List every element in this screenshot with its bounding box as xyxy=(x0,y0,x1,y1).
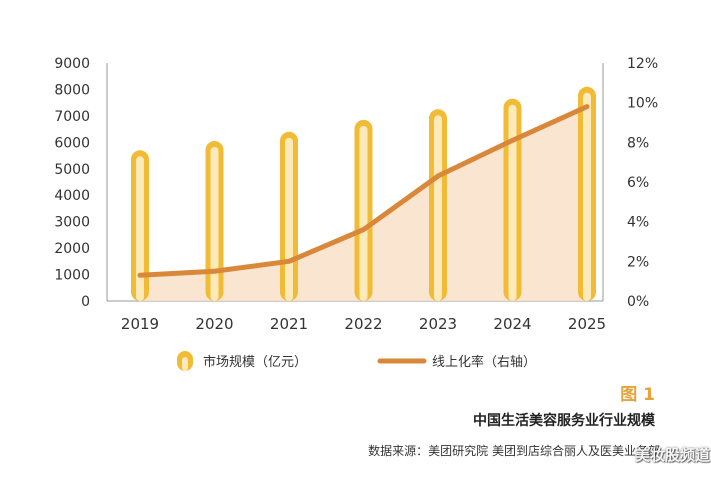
bar-highlight xyxy=(285,138,293,301)
y-left-tick-label: 1000 xyxy=(54,268,90,284)
x-tick-label: 2024 xyxy=(493,315,531,333)
watermark: 美妆股频道 xyxy=(560,444,710,465)
y-right-tick-label: 2% xyxy=(627,254,649,270)
y-right-tick-label: 10% xyxy=(627,96,658,112)
bar-highlight xyxy=(360,126,368,301)
y-left-tick-label: 3000 xyxy=(54,215,90,231)
y-left-tick-label: 2000 xyxy=(54,241,90,257)
figure-title: 中国生活美容服务业行业规模 xyxy=(330,410,655,430)
y-right-tick-label: 8% xyxy=(627,135,649,151)
bar-highlight xyxy=(509,105,517,301)
y-left-tick-label: 8000 xyxy=(54,82,90,98)
y-right-tick-label: 4% xyxy=(627,215,649,231)
legend-label-bars: 市场规模（亿元） xyxy=(203,354,307,370)
x-tick-label: 2021 xyxy=(270,315,308,333)
y-left-tick-label: 4000 xyxy=(54,188,90,204)
y-right-tick-label: 0% xyxy=(627,294,649,310)
legend-label-line: 线上化率（右轴） xyxy=(432,354,536,370)
bar-highlight xyxy=(583,93,591,301)
y-left-tick-label: 9000 xyxy=(54,56,90,72)
x-tick-label: 2019 xyxy=(121,315,159,333)
x-tick-label: 2025 xyxy=(568,315,606,333)
y-left-tick-label: 5000 xyxy=(54,162,90,178)
bar-highlight xyxy=(136,156,144,301)
bar-highlight xyxy=(211,147,219,301)
y-right-tick-label: 12% xyxy=(627,56,658,72)
y-left-tick-label: 6000 xyxy=(54,135,90,151)
y-left-tick-label: 0 xyxy=(81,294,90,310)
bar-highlight xyxy=(434,115,442,301)
x-tick-label: 2020 xyxy=(195,315,233,333)
y-right-tick-label: 6% xyxy=(627,175,649,191)
x-tick-label: 2023 xyxy=(419,315,457,333)
y-left-tick-label: 7000 xyxy=(54,109,90,125)
figure-label: 图 1 xyxy=(555,380,655,405)
x-tick-label: 2022 xyxy=(344,315,382,333)
legend-bar-swatch-highlight xyxy=(182,357,188,371)
